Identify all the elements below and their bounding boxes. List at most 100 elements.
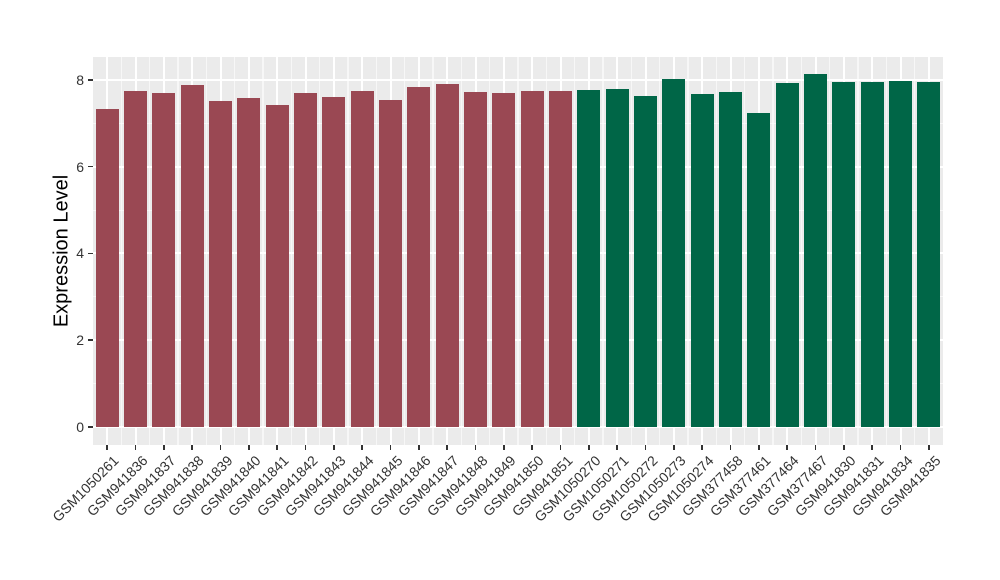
- x-tick-GSM1050273: [673, 445, 675, 450]
- gridline-minor-x-19: [630, 57, 633, 445]
- bar-GSM941845: [379, 99, 402, 427]
- y-tick-2: [88, 339, 93, 341]
- gridline-minor-x-22: [715, 57, 718, 445]
- x-tick-GSM941849: [503, 445, 505, 450]
- x-tick-GSM941835: [928, 445, 930, 450]
- gridline-minor-x-8: [318, 57, 321, 445]
- x-tick-GSM941837: [163, 445, 165, 450]
- bar-GSM377458: [719, 91, 742, 427]
- gridline-minor-x-15: [517, 57, 519, 445]
- gridline-minor-x-14: [488, 57, 491, 445]
- x-tick-GSM941851: [559, 445, 562, 450]
- y-tick-label-4: 4: [76, 245, 84, 262]
- x-tick-GSM941842: [304, 445, 307, 450]
- x-tick-GSM1050272: [644, 445, 647, 450]
- gridline-minor-x-6: [262, 57, 264, 445]
- x-tick-GSM377467: [814, 445, 817, 450]
- gridline-minor-x-1: [120, 57, 123, 445]
- gridline-minor-x-16: [545, 57, 548, 445]
- bar-GSM377461: [747, 113, 771, 427]
- gridline-minor-x-2: [148, 57, 151, 445]
- bar-GSM377464: [775, 82, 799, 427]
- bar-GSM941837: [152, 92, 176, 427]
- x-tick-GSM1050274: [701, 445, 703, 450]
- x-tick-GSM1050271: [616, 445, 618, 450]
- x-tick-GSM941844: [361, 445, 363, 450]
- gridline-minor-x-17: [573, 57, 576, 445]
- x-tick-GSM941848: [474, 445, 477, 450]
- x-tick-GSM377458: [729, 445, 732, 450]
- gridline-minor-x-5: [233, 57, 236, 445]
- gridline-minor-x-3: [177, 57, 179, 445]
- bar-GSM941842: [294, 92, 317, 427]
- bar-GSM941838: [180, 84, 204, 427]
- bar-GSM941848: [464, 91, 487, 427]
- bar-GSM941836: [124, 90, 147, 427]
- x-tick-GSM941836: [134, 445, 137, 450]
- x-tick-GSM941831: [871, 445, 873, 450]
- x-tick-GSM941847: [446, 445, 448, 450]
- y-tick-label-8: 8: [76, 71, 84, 88]
- y-tick-label-0: 0: [76, 419, 84, 435]
- bar-GSM941831: [860, 81, 884, 427]
- gridline-minor-x-20: [658, 57, 661, 445]
- gridline-minor-x-11: [403, 57, 406, 445]
- gridline-minor-x-21: [687, 57, 689, 445]
- gridline-minor-x-4: [205, 57, 208, 445]
- y-tick-8: [88, 79, 93, 81]
- x-tick-GSM941834: [899, 445, 902, 450]
- bar-GSM377467: [804, 74, 827, 427]
- gridline-minor-x-27: [857, 57, 859, 445]
- bar-GSM1050270: [577, 90, 601, 427]
- gridline-minor-x-24: [772, 57, 774, 445]
- gridline-minor-x-18: [602, 57, 604, 445]
- x-tick-GSM1050270: [588, 445, 590, 450]
- chart-panel: [93, 57, 943, 445]
- y-tick-label-6: 6: [76, 158, 84, 175]
- x-tick-GSM941830: [843, 445, 845, 450]
- bar-GSM941835: [917, 81, 941, 427]
- gridline-minor-x-28: [885, 57, 888, 445]
- gridline-minor-x-9: [347, 57, 349, 445]
- gridline-minor-x-25: [800, 57, 803, 445]
- bar-GSM941850: [520, 91, 544, 427]
- gridline-minor-x-26: [828, 57, 831, 445]
- bar-GSM1050271: [605, 89, 629, 427]
- gridline-minor-x-29: [913, 57, 916, 445]
- x-tick-GSM941840: [248, 445, 250, 450]
- bar-GSM941843: [322, 96, 346, 427]
- bar-GSM941851: [549, 91, 572, 427]
- gridline-minor-x-13: [460, 57, 463, 445]
- bar-GSM941844: [350, 90, 374, 427]
- x-tick-GSM941838: [191, 445, 193, 450]
- x-tick-GSM941841: [276, 445, 278, 450]
- bar-GSM941839: [209, 100, 232, 427]
- x-tick-GSM941839: [219, 445, 222, 450]
- y-tick-label-2: 2: [76, 332, 84, 349]
- bar-GSM941840: [237, 97, 261, 427]
- gridline-minor-x-7: [290, 57, 293, 445]
- bar-GSM941830: [832, 81, 856, 427]
- x-tick-GSM377464: [786, 445, 788, 450]
- bar-GSM941846: [407, 86, 431, 427]
- gridline-minor-x-10: [375, 57, 378, 445]
- bar-GSM1050261: [95, 109, 119, 427]
- gridline-minor-x-12: [432, 57, 434, 445]
- gridline-minor-x-23: [743, 57, 746, 445]
- x-tick-GSM941845: [389, 445, 392, 450]
- bar-GSM941841: [265, 104, 289, 427]
- bar-GSM941834: [889, 80, 912, 427]
- bar-GSM941849: [492, 93, 516, 427]
- bar-GSM1050272: [634, 95, 657, 427]
- x-tick-GSM1050261: [106, 445, 108, 450]
- y-tick-0: [88, 426, 93, 428]
- bar-GSM1050274: [690, 94, 714, 427]
- x-tick-GSM377461: [758, 445, 760, 450]
- x-tick-GSM941846: [418, 445, 420, 450]
- bar-GSM1050273: [662, 79, 686, 427]
- bar-GSM941847: [435, 84, 459, 427]
- y-tick-4: [88, 252, 93, 255]
- x-tick-GSM941843: [333, 445, 335, 450]
- x-tick-GSM941850: [531, 445, 533, 450]
